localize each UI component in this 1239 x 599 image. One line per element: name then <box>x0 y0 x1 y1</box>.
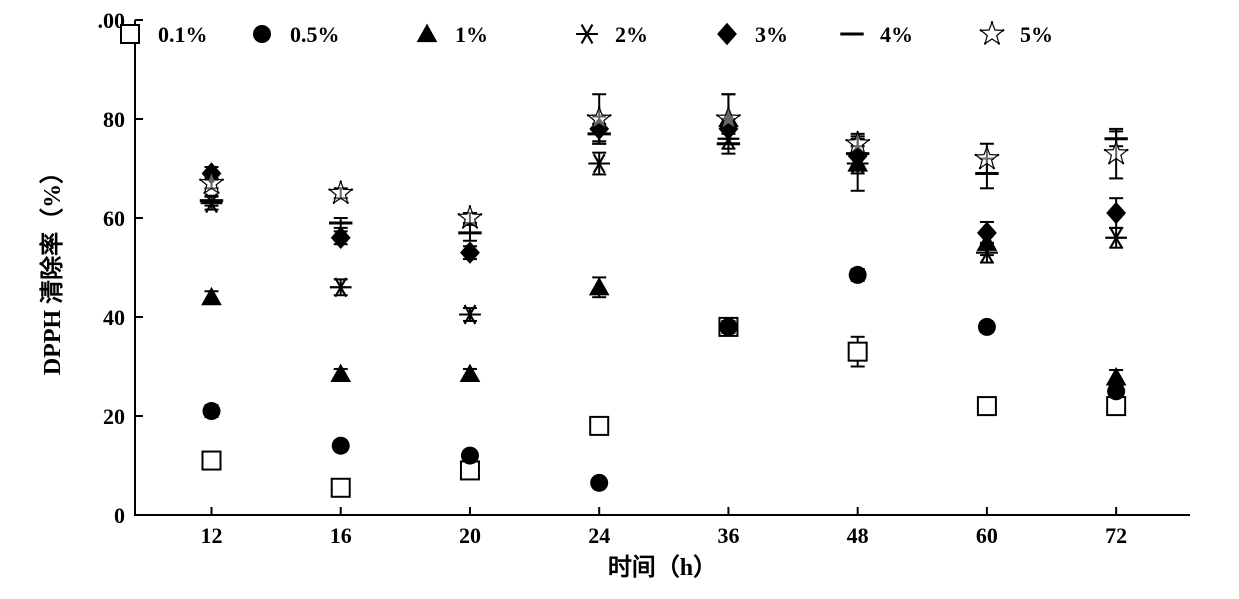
svg-text:0: 0 <box>114 503 125 528</box>
svg-text:20: 20 <box>103 404 125 429</box>
svg-text:16: 16 <box>330 523 352 548</box>
svg-text:2%: 2% <box>615 22 648 47</box>
chart-svg: 020406080.001216202436486072时间（h）DPPH 清除… <box>0 0 1239 599</box>
svg-text:36: 36 <box>717 523 739 548</box>
svg-text:3%: 3% <box>755 22 788 47</box>
svg-text:80: 80 <box>103 107 125 132</box>
svg-text:60: 60 <box>103 206 125 231</box>
dpph-scatter-chart: 020406080.001216202436486072时间（h）DPPH 清除… <box>0 0 1239 599</box>
svg-text:60: 60 <box>976 523 998 548</box>
svg-text:0.5%: 0.5% <box>290 22 340 47</box>
svg-text:40: 40 <box>103 305 125 330</box>
svg-text:48: 48 <box>847 523 869 548</box>
svg-text:20: 20 <box>459 523 481 548</box>
x-axis-label: 时间（h） <box>608 554 717 581</box>
svg-text:4%: 4% <box>880 22 913 47</box>
svg-text:1%: 1% <box>455 22 488 47</box>
legend-item-0.1%: 0.1% <box>121 22 208 47</box>
svg-text:0.1%: 0.1% <box>158 22 208 47</box>
svg-text:5%: 5% <box>1020 22 1053 47</box>
svg-text:12: 12 <box>200 523 222 548</box>
svg-text:24: 24 <box>588 523 610 548</box>
svg-text:72: 72 <box>1105 523 1127 548</box>
y-axis-label: DPPH 清除率（%） <box>38 160 66 375</box>
